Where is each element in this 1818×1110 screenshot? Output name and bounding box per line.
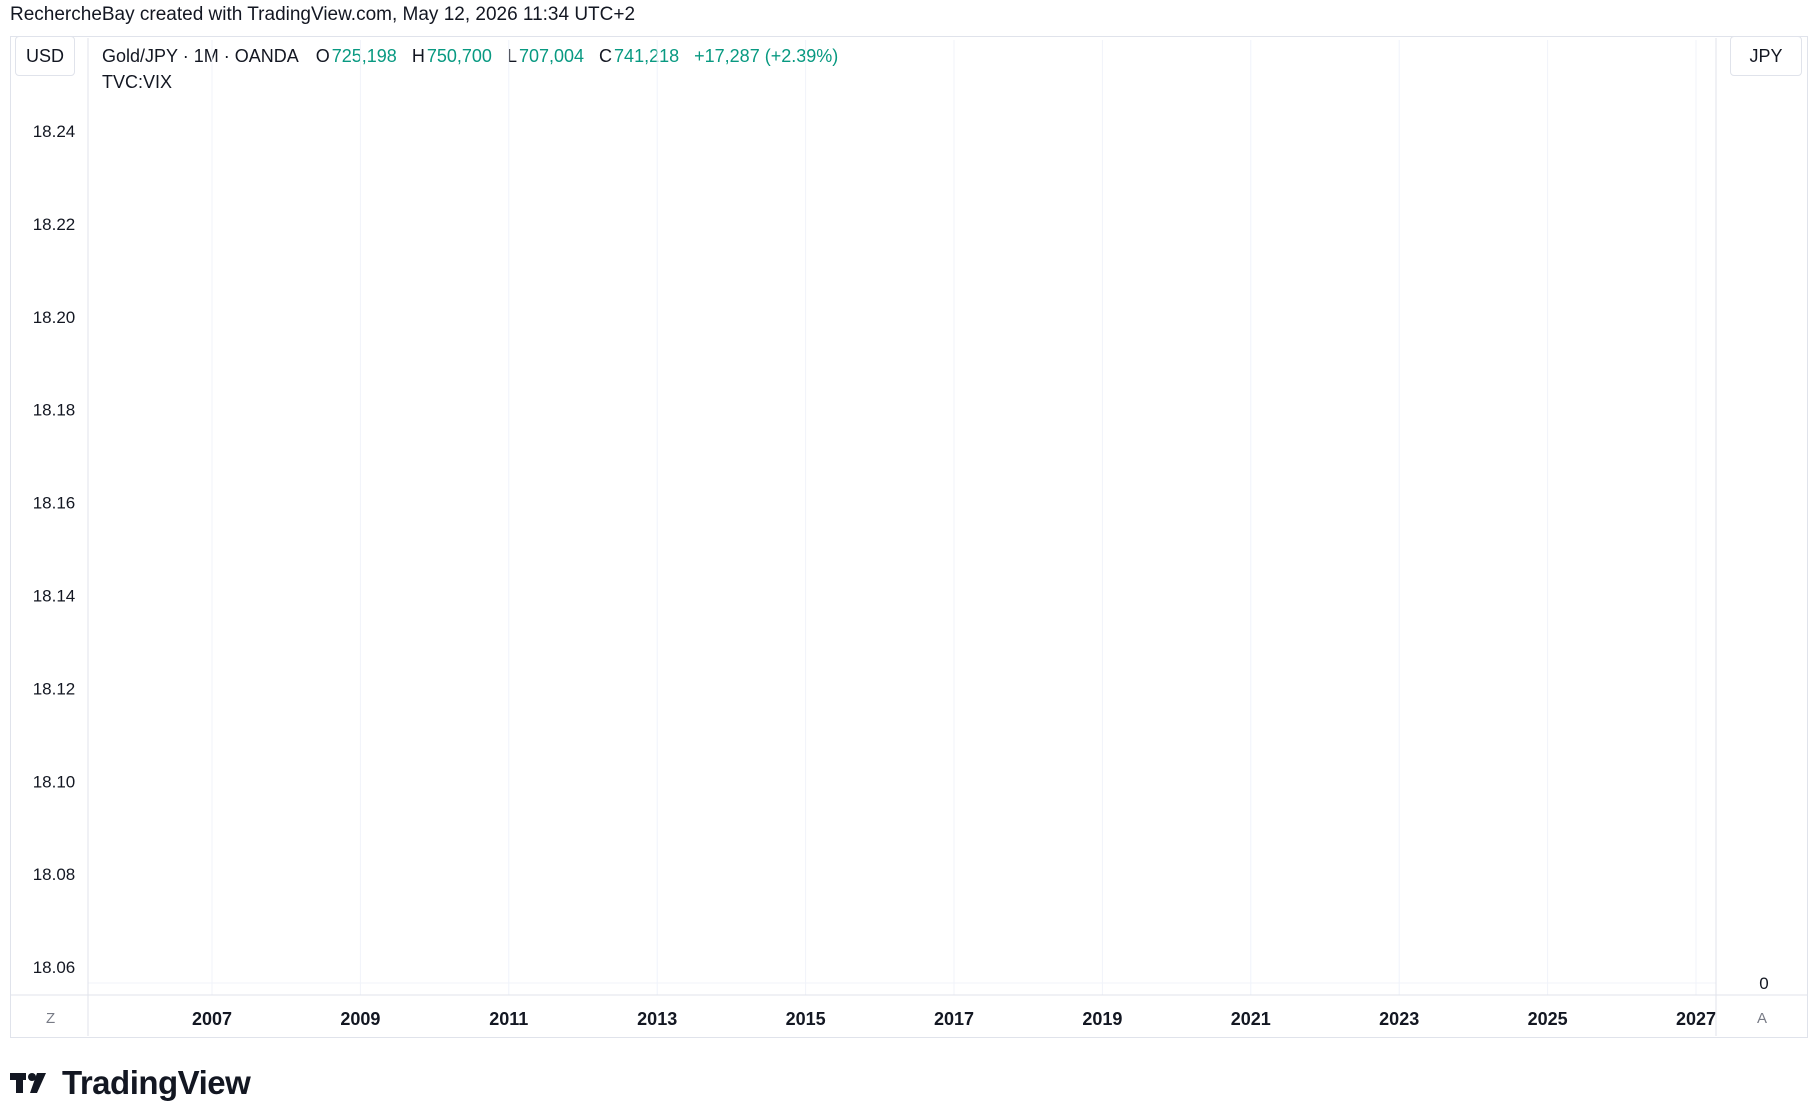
auto-scale-button[interactable]: A: [1757, 1010, 1768, 1027]
legend-symbol[interactable]: Gold/JPY · 1M · OANDA: [102, 46, 299, 66]
x-axis: 2007 2009 2011 2013 2015 2017 2019 2021 2023 2025…: [192, 1009, 1716, 1029]
chart-svg[interactable]: 18.24 18.22 18.20 18.18 18.16 18.14 18.12 18.10…: [0, 0, 1818, 1040]
legend-low-label: L: [506, 46, 517, 66]
left-tick-label: 18.24: [33, 122, 76, 141]
x-tick-label: 2019: [1082, 1009, 1122, 1029]
left-tick-label: 18.10: [33, 772, 76, 791]
left-unit-button[interactable]: USD: [15, 36, 75, 76]
left-tick-label: 18.20: [33, 308, 76, 327]
attribution-text: RechercheBay created with TradingView.co…: [10, 4, 636, 25]
x-tick-label: 2011: [489, 1009, 528, 1029]
legend-high-label: H: [411, 46, 425, 66]
tradingview-logo-text: TradingView: [62, 1064, 251, 1101]
legend-change: +17,287 (+2.39%): [694, 46, 839, 66]
x-tick-label: 2013: [637, 1009, 677, 1029]
x-tick-label: 2007: [192, 1009, 232, 1029]
legend-open-value: 725,198: [331, 46, 397, 66]
right-axis: 900,000850,000800,000750,000700,000650,0…: [1759, 974, 1768, 993]
left-tick-label: 18.12: [33, 679, 76, 698]
left-tick-label: 18.22: [33, 215, 76, 234]
x-tick-label: 2009: [340, 1009, 380, 1029]
left-tick-label: 18.16: [33, 494, 76, 513]
legend-low-value: 707,004: [518, 46, 585, 66]
right-tick-label: 0: [1759, 974, 1768, 993]
left-tick-label: 18.18: [33, 401, 76, 420]
tradingview-logo-icon: [10, 1073, 46, 1093]
x-tick-label: 2025: [1528, 1009, 1568, 1029]
left-tick-label: 18.08: [33, 865, 76, 884]
x-tick-label: 2021: [1231, 1009, 1271, 1029]
chart-frame: [10, 36, 1808, 1038]
x-tick-label: 2015: [786, 1009, 826, 1029]
legend-close-value: 741,218: [614, 46, 680, 66]
x-tick-label: 2027: [1676, 1009, 1716, 1029]
legend-high-value: 750,700: [426, 46, 492, 66]
left-tick-label: 18.14: [33, 587, 76, 606]
x-tick-label: 2023: [1379, 1009, 1419, 1029]
zoom-toggle-button[interactable]: Z: [46, 1010, 56, 1027]
x-tick-label: 2017: [934, 1009, 974, 1029]
grid: [10, 38, 1808, 1036]
left-axis: 18.24 18.22 18.20 18.18 18.16 18.14 18.12 18.10…: [33, 122, 76, 977]
right-unit-button[interactable]: JPY: [1730, 36, 1802, 76]
legend-open-label: O: [315, 46, 330, 66]
legend-second-series[interactable]: TVC:VIX: [102, 72, 173, 92]
legend-close-label: C: [599, 46, 613, 66]
legend: Gold/JPY · 1M · OANDA O 725,198 H 750,700 …: [102, 46, 840, 67]
tradingview-logo[interactable]: TradingView: [10, 1064, 251, 1102]
left-tick-label: 18.06: [33, 958, 76, 977]
